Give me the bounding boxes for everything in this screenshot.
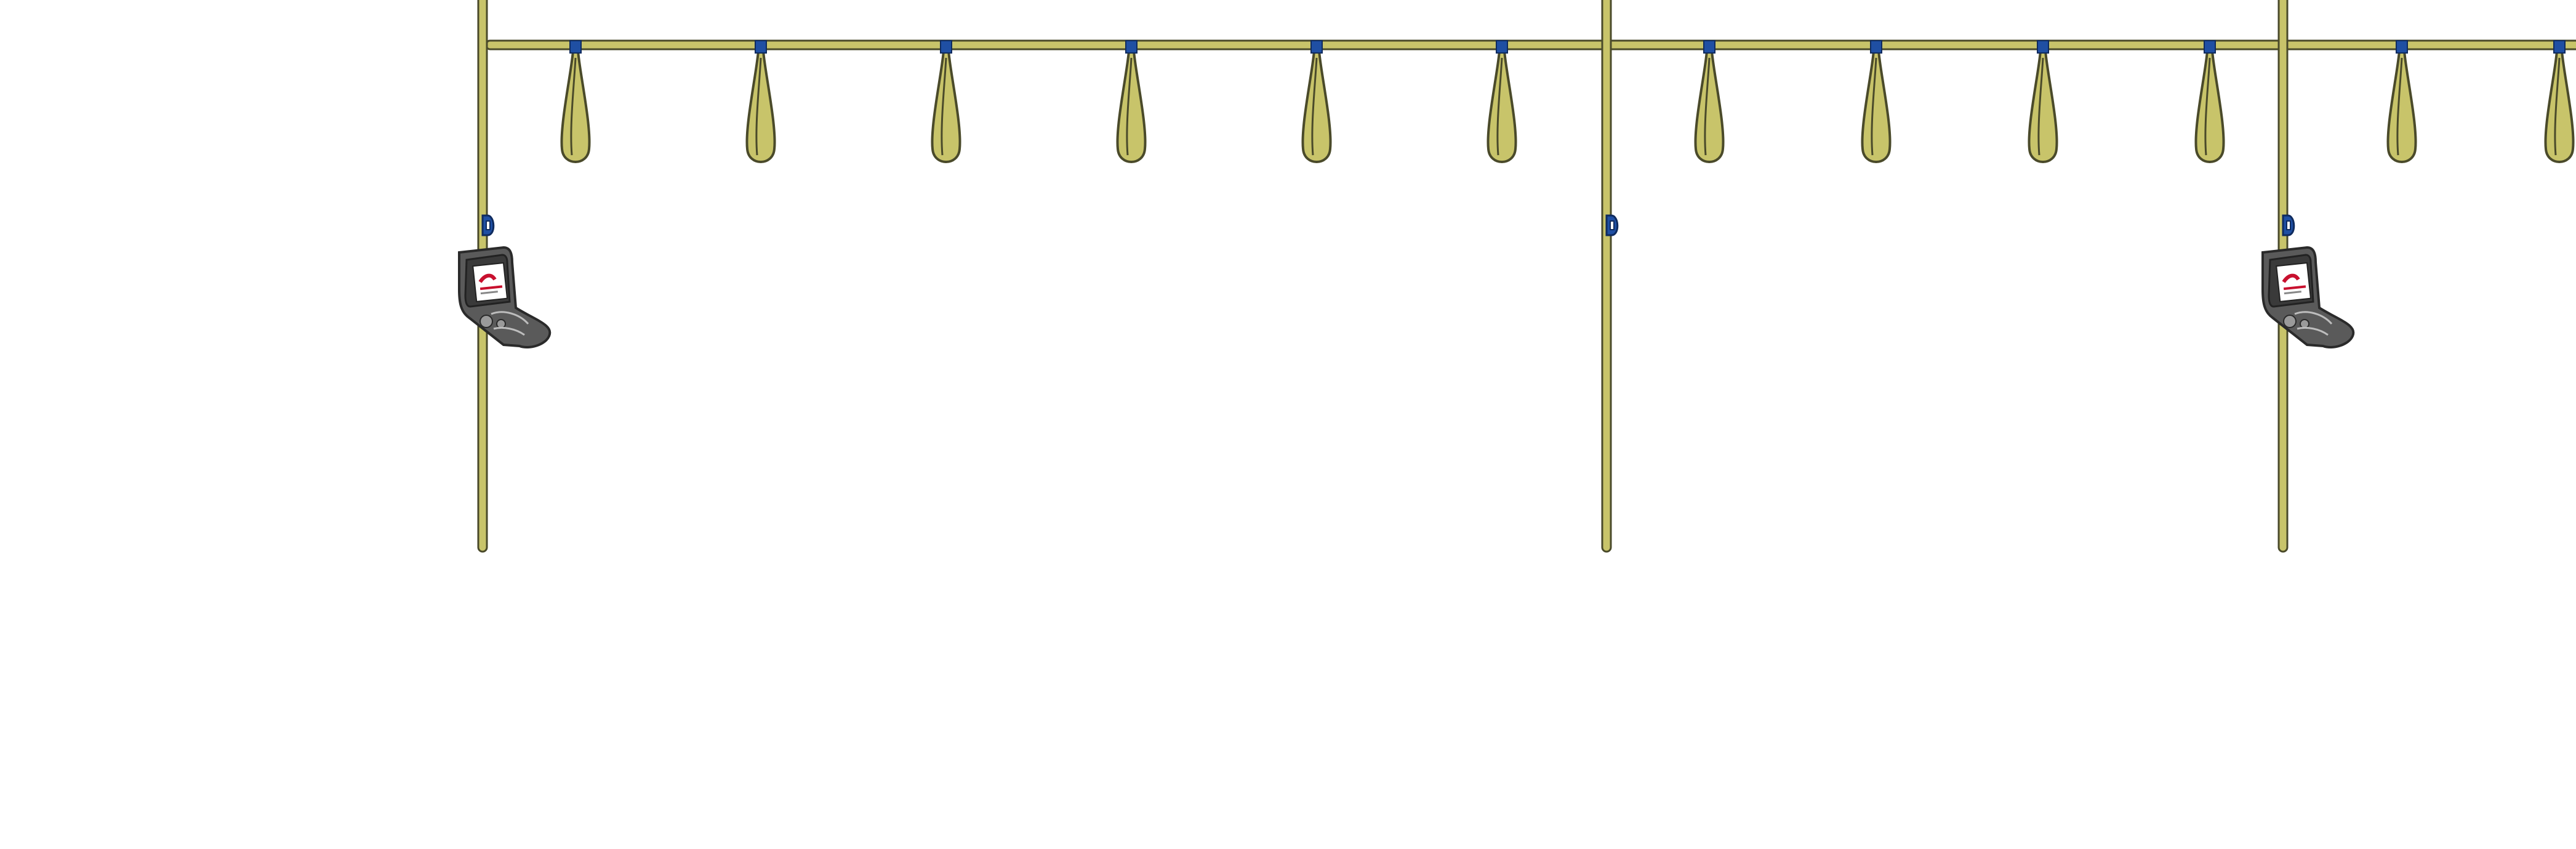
ticket-validator-icon [2263,247,2353,347]
hand-strap-icon [1694,39,1725,163]
pole-clip-icon [1605,214,1619,236]
hand-strap-icon [1116,39,1147,163]
hand-strap-icon [2386,39,2417,163]
hand-strap-icon [1861,39,1892,163]
horizontal-handrail [485,39,2576,50]
hand-strap-icon [560,39,591,163]
hand-strap-icon [931,39,961,163]
hand-strap-icon [2194,39,2225,163]
hand-strap-icon [2544,39,2575,163]
hand-strap-icon [1487,39,1517,163]
pole-clip-icon [2282,214,2295,236]
hand-strap-icon [1301,39,1332,163]
pole-clip-icon [481,214,495,236]
ticket-validator-icon [459,247,550,347]
vertical-pole-middle [1601,0,1612,553]
hand-strap-icon [2028,39,2058,163]
hand-strap-icon [745,39,776,163]
